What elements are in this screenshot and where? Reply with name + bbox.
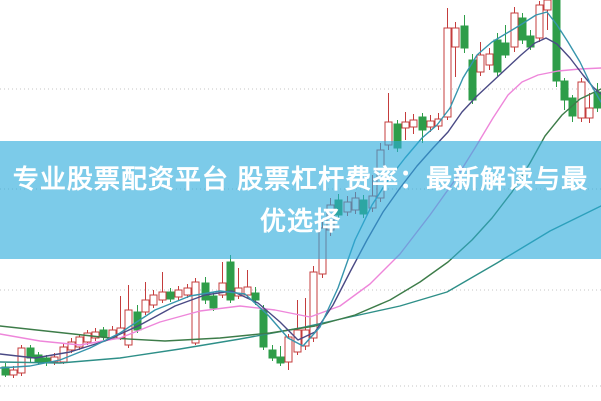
title-banner: 专业股票配资平台 股票杠杆费率：最新解读与最 优选择	[0, 141, 601, 259]
banner-title-line1: 专业股票配资平台 股票杠杆费率：最新解读与最	[12, 164, 589, 194]
ma-magenta	[0, 67, 601, 346]
banner-title-line2: 优选择	[259, 206, 341, 236]
ma-olive-green	[0, 88, 601, 342]
